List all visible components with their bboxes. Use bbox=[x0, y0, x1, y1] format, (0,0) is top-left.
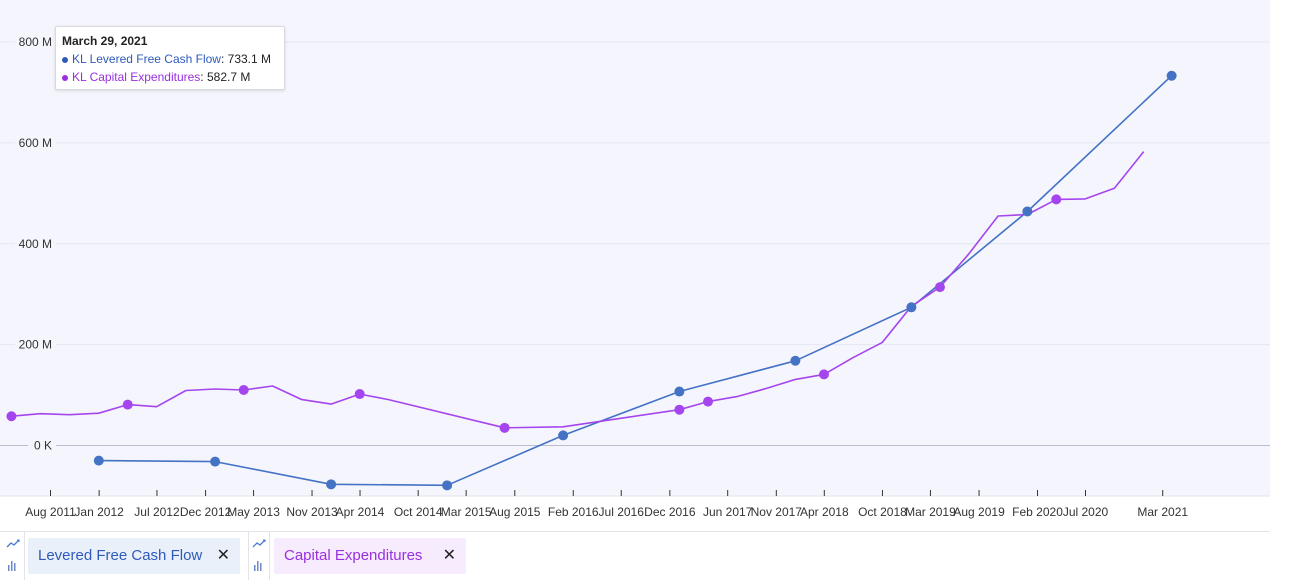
legend-chip-label: Levered Free Cash Flow bbox=[38, 547, 203, 564]
data-point bbox=[442, 480, 453, 491]
tooltip-series-value: 582.7 M bbox=[206, 70, 251, 84]
x-tick-label: Mar 2019 bbox=[905, 505, 956, 519]
y-tick-label-bg bbox=[15, 134, 56, 151]
data-point bbox=[326, 479, 337, 490]
data-point bbox=[790, 355, 801, 366]
x-tick-label: May 2013 bbox=[227, 505, 280, 519]
y-tick-label-bg bbox=[28, 437, 56, 454]
data-point bbox=[122, 399, 133, 410]
data-point bbox=[210, 456, 221, 467]
data-point bbox=[93, 455, 104, 466]
x-tick-label: Dec 2016 bbox=[644, 505, 696, 519]
series-line bbox=[98, 75, 1173, 487]
data-point bbox=[499, 422, 510, 433]
x-tick-label: Jul 2012 bbox=[134, 505, 180, 519]
y-tick-label: 200 M bbox=[19, 338, 52, 352]
legend-group-fcf: Levered Free Cash Flow ✕ bbox=[0, 532, 246, 580]
x-tick-label: Aug 2015 bbox=[489, 505, 541, 519]
tooltip-series-label: KL Levered Free Cash Flow bbox=[72, 52, 221, 66]
x-tick-label: Jan 2012 bbox=[74, 505, 124, 519]
x-tick-label: Oct 2014 bbox=[394, 505, 443, 519]
x-tick-label: Apr 2014 bbox=[336, 505, 385, 519]
tooltip-series-label: KL Capital Expenditures bbox=[72, 70, 201, 84]
data-point bbox=[1022, 206, 1033, 217]
x-tick-label: Oct 2018 bbox=[858, 505, 907, 519]
data-point bbox=[238, 385, 249, 396]
x-tick-label: Aug 2011 bbox=[25, 505, 76, 519]
line-chart-icon[interactable] bbox=[4, 532, 25, 580]
series-dot-icon bbox=[62, 56, 68, 63]
chart-area[interactable]: 800 M 600 M 400 M 200 M 0 K Aug 2011 Jan 2012… bbox=[0, 0, 1270, 530]
data-point bbox=[674, 404, 685, 415]
x-tick-label: Jul 2016 bbox=[599, 505, 645, 519]
x-tick-label: Feb 2020 bbox=[1012, 505, 1063, 519]
data-point bbox=[6, 411, 17, 422]
legend-chip-levered-free-cash-flow[interactable]: Levered Free Cash Flow ✕ bbox=[28, 538, 240, 574]
close-icon[interactable]: ✕ bbox=[442, 547, 456, 564]
x-tick-label: Aug 2019 bbox=[953, 505, 1005, 519]
x-tick-label: Nov 2017 bbox=[751, 505, 803, 519]
x-tick-label: Feb 2016 bbox=[548, 505, 599, 519]
close-icon[interactable]: ✕ bbox=[216, 547, 230, 564]
data-point bbox=[1166, 70, 1177, 81]
data-point bbox=[934, 282, 945, 293]
data-point bbox=[558, 430, 569, 441]
y-tick-label-bg bbox=[15, 336, 56, 353]
tooltip-date: March 29, 2021 bbox=[62, 34, 148, 48]
y-tick-label: 800 M bbox=[19, 35, 52, 49]
line-chart-icon[interactable] bbox=[248, 532, 270, 580]
x-tick-label: Dec 2012 bbox=[180, 505, 232, 519]
x-tick-label: Mar 2015 bbox=[441, 505, 492, 519]
series-legend-bar: Levered Free Cash Flow ✕ Capital Expendi… bbox=[0, 531, 1270, 580]
x-tick-label: Mar 2021 bbox=[1137, 505, 1188, 519]
x-tick-label: Apr 2018 bbox=[800, 505, 849, 519]
tooltip-series-value: 733.1 M bbox=[227, 52, 271, 66]
data-point bbox=[818, 369, 829, 380]
data-point bbox=[702, 396, 713, 407]
x-tick-label: Nov 2013 bbox=[286, 505, 338, 519]
legend-chip-label: Capital Expenditures bbox=[284, 547, 423, 564]
tooltip-row-fcf: KL Levered Free Cash Flow: 733.1 M bbox=[62, 52, 271, 66]
data-point bbox=[674, 386, 685, 397]
tooltip-row-capex: KL Capital Expenditures: 582.7 M bbox=[62, 70, 250, 84]
y-tick-label: 0 K bbox=[34, 439, 52, 453]
legend-chip-capital-expenditures[interactable]: Capital Expenditures ✕ bbox=[274, 538, 466, 574]
chart-tooltip: March 29, 2021 KL Levered Free Cash Flow… bbox=[55, 26, 285, 90]
y-tick-label: 400 M bbox=[19, 237, 52, 251]
x-tick-label: Jul 2020 bbox=[1063, 505, 1109, 519]
data-point bbox=[354, 389, 365, 400]
data-point bbox=[906, 302, 917, 313]
data-point bbox=[1051, 194, 1062, 205]
series-dot-icon bbox=[62, 74, 68, 81]
legend-group-capex: Capital Expenditures ✕ bbox=[246, 532, 470, 580]
y-tick-label-bg bbox=[15, 235, 56, 252]
y-tick-label: 600 M bbox=[19, 136, 52, 150]
right-margin bbox=[1270, 0, 1297, 579]
x-tick-label: Jun 2017 bbox=[703, 505, 753, 519]
y-tick-label-bg bbox=[15, 34, 56, 50]
